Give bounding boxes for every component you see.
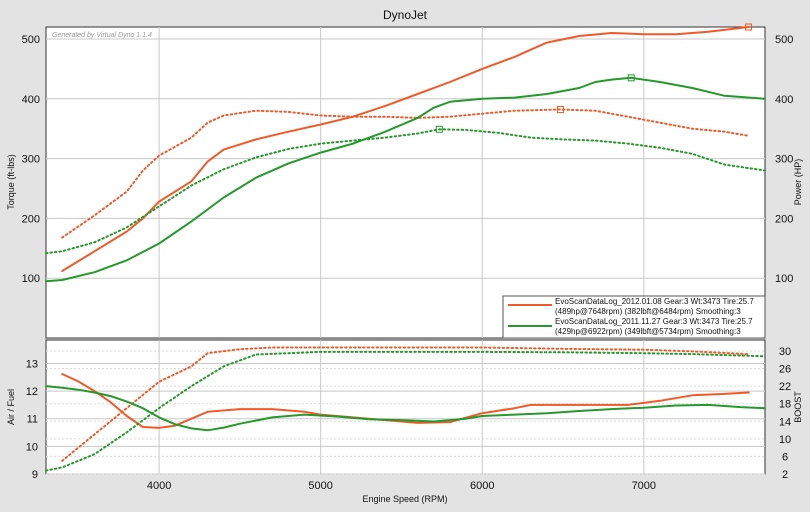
tick-label-rpm: 5000 (308, 480, 332, 492)
tick-label-boost: 14 (779, 416, 791, 428)
series-line-power-0 (61, 26, 750, 272)
x-axis-label: Engine Speed (RPM) (362, 494, 447, 504)
watermark-text: Generated by Virtual Dyno 1.1.4 (52, 32, 152, 39)
legend-entry-2011-name: EvoScanDataLog_2011.11.27 Gear:3 Wt:3473… (555, 317, 753, 326)
y-axis-label-power: Power (HP) (793, 159, 803, 206)
tick-label-power: 200 (775, 213, 793, 225)
top-plot-area (45, 26, 766, 339)
tick-label-torque: 300 (22, 154, 40, 166)
bottom-series-group (45, 346, 766, 472)
series-line-boost-3 (45, 350, 766, 472)
legend-entry-2012-name: EvoScanDataLog_2012.01.08 Gear:3 Wt:3473… (555, 297, 754, 306)
tick-label-boost: 30 (779, 346, 791, 358)
peak-marker (745, 23, 753, 31)
y-axis-label-torque: Torque (ft-lbs) (6, 154, 16, 210)
chart-title: DynoJet (383, 8, 428, 22)
top-gridlines (46, 27, 765, 338)
y-axis-label-boost: BOOST (793, 391, 803, 423)
series-line-torque-1 (61, 108, 750, 239)
tick-label-boost: 26 (779, 364, 791, 376)
legend-entry-2012-stats: (489hp@7648rpm) (382lbft@6484rpm) Smooth… (555, 307, 741, 316)
tick-label-power: 500 (775, 34, 793, 46)
tick-label-power: 400 (775, 94, 793, 106)
tick-label-afr: 10 (26, 441, 38, 453)
bottom-gridlines (46, 340, 765, 475)
tick-labels-group: 100 100 200 200 300 300 400 400 500 500 4000 5000 60… (22, 34, 794, 492)
y-axis-label-afr: Air / Fuel (6, 389, 16, 425)
legend-entry-2011-stats: (429hp@6922rpm) (349lbft@5734rpm) Smooth… (555, 327, 741, 336)
tick-label-torque: 500 (22, 34, 40, 46)
series-line-torque-3 (45, 128, 766, 255)
top-series-group (45, 23, 766, 283)
tick-label-boost: 6 (782, 451, 788, 463)
tick-label-boost: 10 (779, 434, 791, 446)
tick-label-afr: 12 (26, 386, 38, 398)
tick-label-afr: 11 (27, 414, 38, 426)
tick-label-rpm: 6000 (470, 480, 494, 492)
tick-label-rpm: 4000 (147, 480, 171, 492)
tick-label-torque: 400 (22, 94, 40, 106)
tick-label-power: 300 (775, 154, 793, 166)
tick-label-power: 100 (775, 273, 793, 285)
tick-label-boost: 2 (782, 469, 788, 481)
tick-label-rpm: 7000 (632, 480, 656, 492)
series-line-afr-2 (45, 385, 766, 432)
tick-label-boost: 18 (779, 399, 791, 411)
tick-label-afr: 13 (26, 358, 38, 370)
legend-box (502, 295, 766, 339)
tick-label-torque: 100 (22, 273, 40, 285)
peak-marker (627, 74, 635, 82)
peak-marker (556, 106, 564, 114)
series-line-boost-1 (61, 346, 750, 462)
tick-label-boost: 22 (779, 381, 791, 393)
peak-marker (435, 125, 443, 133)
tick-label-torque: 200 (22, 213, 40, 225)
tick-label-afr: 9 (32, 469, 38, 481)
legend: EvoScanDataLog_2012.01.08 Gear:3 Wt:3473… (502, 295, 766, 339)
